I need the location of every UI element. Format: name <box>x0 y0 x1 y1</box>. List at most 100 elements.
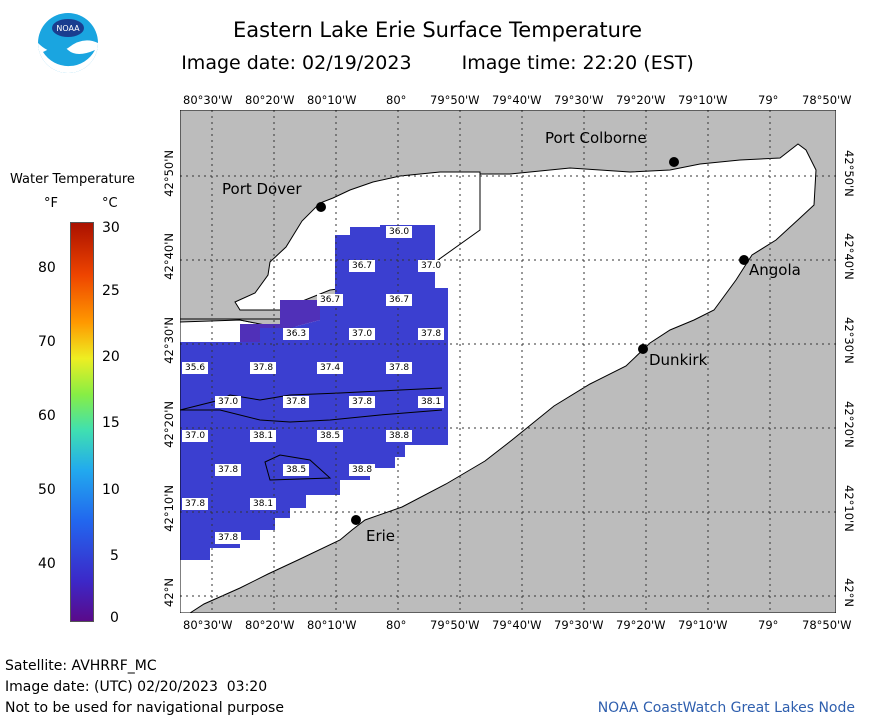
temperature-value: 36.0 <box>386 226 413 238</box>
lat-label: 42°N <box>162 578 176 607</box>
temperature-value: 37.8 <box>283 396 310 408</box>
c-label: 25 <box>102 283 120 299</box>
lon-label: 79°30'W <box>554 618 604 632</box>
temperature-value: 37.8 <box>250 362 277 374</box>
lat-label: 42°50'N <box>842 150 856 197</box>
isotherm-3 <box>264 454 332 481</box>
lon-label: 79°10'W <box>678 618 728 632</box>
temperature-value: 38.8 <box>386 430 413 442</box>
disclaimer: Not to be used for navigational purpose <box>5 700 284 716</box>
lon-label: 79°50'W <box>430 93 480 107</box>
temperature-field <box>180 225 448 560</box>
city-dot <box>351 515 361 525</box>
c-label: 10 <box>102 482 120 498</box>
lon-label: 79°40'W <box>492 93 542 107</box>
lon-label: 80° <box>386 93 407 107</box>
city-label: Erie <box>366 527 396 545</box>
lon-label: 78°50'W <box>802 93 852 107</box>
temperature-value: 36.7 <box>349 260 376 272</box>
cold-patch <box>240 300 320 342</box>
temperature-value: 37.8 <box>386 362 413 374</box>
lon-label: 80°20'W <box>245 93 295 107</box>
lon-label: 80°10'W <box>307 618 357 632</box>
city-dot <box>638 344 648 354</box>
lon-label: 79°20'W <box>616 93 666 107</box>
c-label: 5 <box>110 548 119 564</box>
temperature-value: 37.8 <box>215 464 242 476</box>
lon-label: 79°50'W <box>430 618 480 632</box>
lon-label: 80°10'W <box>307 93 357 107</box>
f-label: 40 <box>38 556 56 572</box>
temperature-value: 37.0 <box>182 430 209 442</box>
node-credit: NOAA CoastWatch Great Lakes Node <box>597 700 855 716</box>
lon-label: 79°40'W <box>492 618 542 632</box>
temperature-value: 37.8 <box>418 328 445 340</box>
temperature-value: 38.1 <box>250 430 277 442</box>
f-label: 70 <box>38 334 56 350</box>
image-date: Image date: 02/19/2023 <box>181 52 412 74</box>
legend-unit-f: °F <box>44 196 58 211</box>
lat-label: 42°40'N <box>842 233 856 280</box>
image-date-line: Image date: 02/19/2023 Image time: 22:20… <box>0 52 875 74</box>
lat-label: 42°50'N <box>162 150 176 197</box>
noaa-logo-icon: NOAA <box>38 13 98 73</box>
c-label: 0 <box>110 610 119 626</box>
temperature-value: 35.6 <box>182 362 209 374</box>
lon-label: 79° <box>758 618 779 632</box>
temperature-value: 37.0 <box>349 328 376 340</box>
lon-label: 80°30'W <box>183 93 233 107</box>
temperature-value: 37.8 <box>215 532 242 544</box>
image-time: Image time: 22:20 (EST) <box>461 52 694 74</box>
lat-label: 42°40'N <box>162 233 176 280</box>
isotherm-2 <box>180 409 443 423</box>
lon-label: 80°30'W <box>183 618 233 632</box>
utc-date: Image date: (UTC) 02/20/2023 03:20 <box>5 679 268 695</box>
temperature-value: 38.5 <box>283 464 310 476</box>
legend-title: Water Temperature <box>10 172 135 187</box>
lon-label: 80° <box>386 618 407 632</box>
city-dot <box>669 157 679 167</box>
temperature-value: 36.7 <box>317 294 344 306</box>
colorbar <box>70 222 94 622</box>
lat-label: 42°N <box>842 578 856 607</box>
logo-text: NOAA <box>56 24 80 33</box>
city-label: Dunkirk <box>649 351 708 369</box>
lat-label: 42°20'N <box>162 401 176 448</box>
lon-label: 79°20'W <box>616 618 666 632</box>
temperature-value: 37.0 <box>215 396 242 408</box>
temperature-value: 37.8 <box>349 396 376 408</box>
lon-label: 78°50'W <box>802 618 852 632</box>
lat-label: 42°20'N <box>842 401 856 448</box>
temperature-value: 36.7 <box>386 294 413 306</box>
lat-label: 42°30'N <box>162 317 176 364</box>
f-label: 80 <box>38 260 56 276</box>
c-label: 30 <box>102 220 120 236</box>
lat-label: 42°30'N <box>842 317 856 364</box>
temperature-value: 37.8 <box>182 498 209 510</box>
temperature-value: 37.4 <box>317 362 344 374</box>
temperature-value: 36.3 <box>283 328 310 340</box>
temperature-value: 38.8 <box>349 464 376 476</box>
f-label: 60 <box>38 408 56 424</box>
lon-label: 79° <box>758 93 779 107</box>
satellite-info: Satellite: AVHRRF_MC <box>5 658 157 674</box>
lon-label: 80°20'W <box>245 618 295 632</box>
map-title: Eastern Lake Erie Surface Temperature <box>232 18 643 42</box>
temperature-value: 38.1 <box>418 396 445 408</box>
temperature-value: 37.0 <box>418 260 445 272</box>
city-label: Port Colborne <box>545 129 647 147</box>
temperature-value: 38.5 <box>317 430 344 442</box>
grid-lines <box>180 110 836 613</box>
lon-label: 79°10'W <box>678 93 728 107</box>
city-label: Angola <box>749 261 801 279</box>
temperature-value: 38.1 <box>250 498 277 510</box>
lon-label: 79°30'W <box>554 93 604 107</box>
city-dot <box>316 202 326 212</box>
lat-label: 42°10'N <box>162 485 176 532</box>
legend-unit-c: °C <box>102 196 118 211</box>
c-label: 15 <box>102 415 120 431</box>
lat-label: 42°10'N <box>842 485 856 532</box>
c-label: 20 <box>102 349 120 365</box>
f-label: 50 <box>38 482 56 498</box>
city-label: Port Dover <box>222 180 302 198</box>
